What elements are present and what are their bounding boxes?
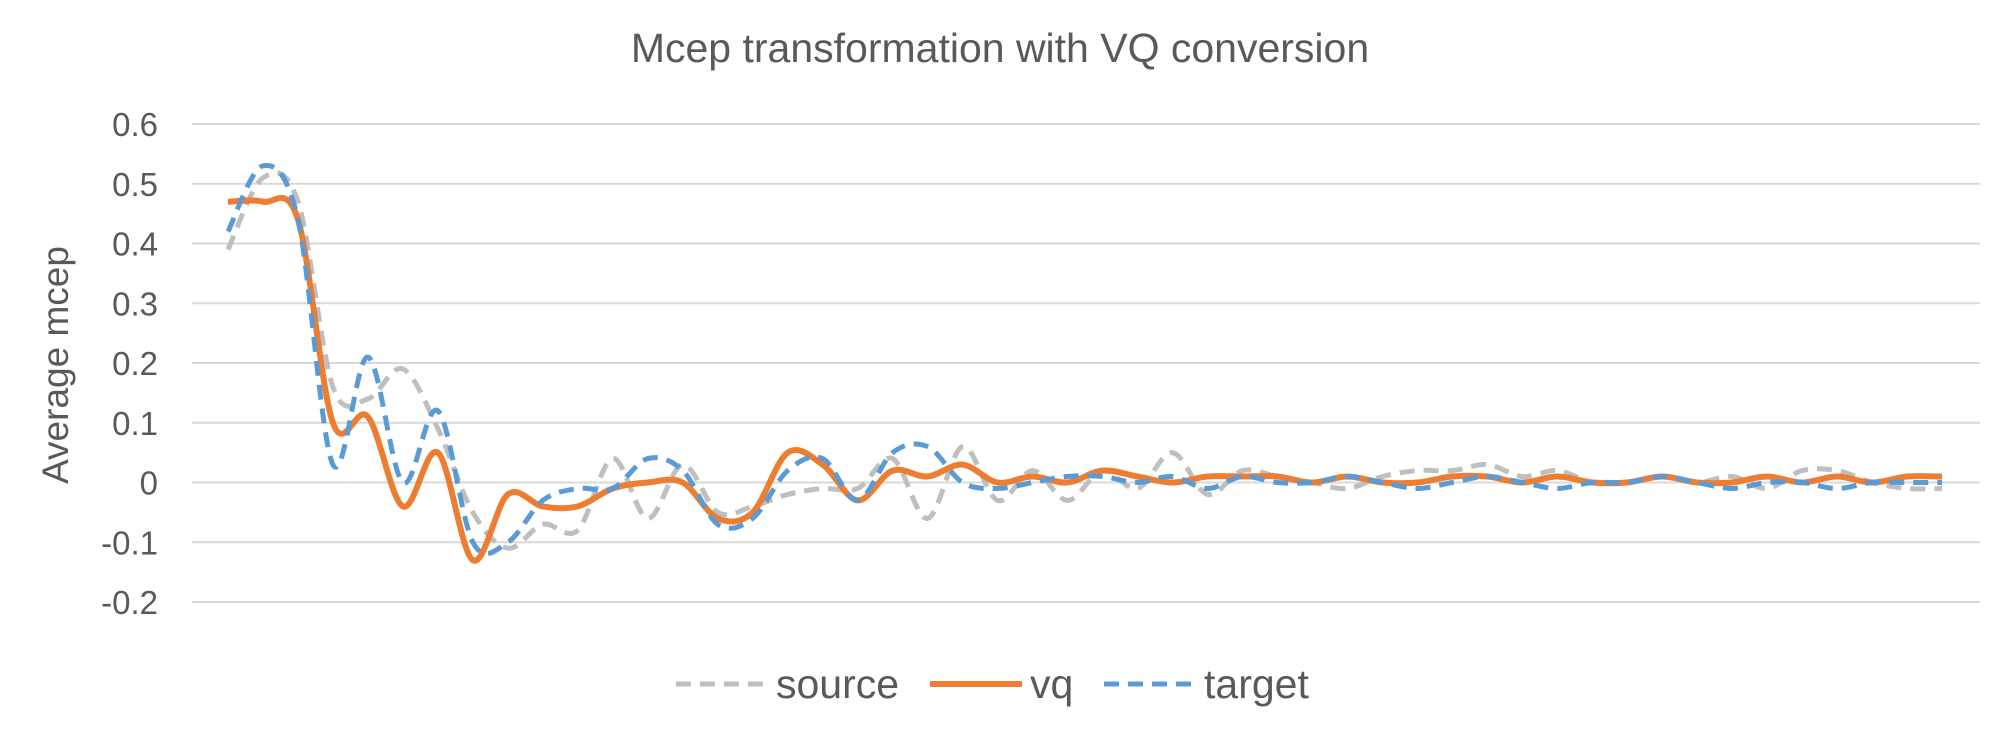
legend-label-vq: vq (1030, 661, 1073, 707)
y-tick-label: 0.6 (112, 106, 158, 143)
series-line-vq (227, 194, 1943, 564)
y-tick-label: -0.2 (101, 584, 158, 621)
legend-label-target: target (1204, 661, 1309, 707)
y-tick-label: 0.4 (112, 226, 158, 263)
chart-title: Mcep transformation with VQ conversion (631, 25, 1369, 71)
y-axis-title: Average mcep (35, 246, 76, 484)
y-tick-label: 0.3 (112, 285, 158, 322)
y-tick-label: 0 (140, 465, 158, 502)
y-tick-label: 0.5 (112, 166, 158, 203)
series-line-target (225, 162, 1942, 557)
y-axis-tick-labels: 0.6 0.5 0.4 0.3 0.2 0.1 0 -0.1 -0.2 (101, 106, 158, 621)
y-tick-label: -0.1 (101, 524, 158, 561)
legend-label-source: source (776, 661, 899, 707)
series-line-source (225, 170, 1943, 551)
y-tick-label: 0.1 (112, 405, 158, 442)
series-lines (225, 162, 1943, 564)
legend: source vq target (676, 661, 1309, 707)
gridlines (192, 123, 1980, 603)
y-tick-label: 0.2 (112, 345, 158, 382)
